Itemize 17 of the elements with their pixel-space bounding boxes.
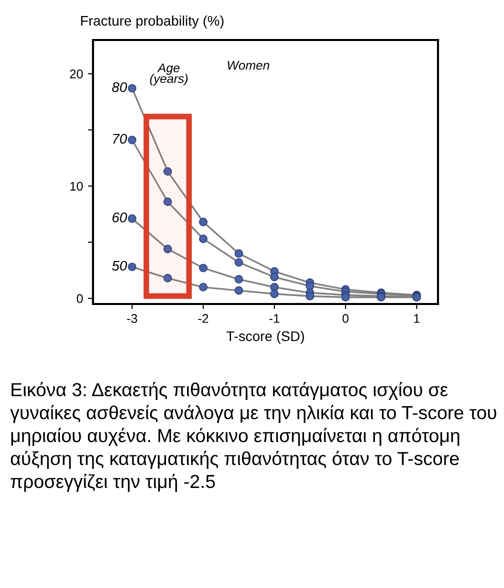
text: Εικόνα 3: Δεκαετής πιθανότητα κατάγματος ισχίου σε γυναίκες ασθενείς ανάλογα με την ηλικία και το T-score του μηριαίου αυχένα. Με κόκκινο επισημαίνεται η απότομη αύξηση της καταγματικής πιθανότητας όταν το T-score προσεγγίζει την τιμή -2.5 [10,382,496,492]
y-tick-label: 10 [70,182,83,191]
series-label: 60 [112,212,128,222]
series-label: 50 [112,260,128,271]
annotation: Women [228,61,270,70]
y-tick-label: 20 [70,70,83,78]
y-axis-title: Fracture probability (%) [81,16,224,28]
series-label: 80 [112,82,128,92]
y-tick-label: 0 [76,294,83,304]
x-tick-label: -2 [198,314,208,323]
annotation: Age (years) [150,64,188,86]
x-tick-label: 1 [414,314,420,323]
x-axis-title: T-score (SD) [226,330,304,344]
series-label: 70 [113,134,128,144]
x-tick-label: -1 [269,314,280,323]
x-tick-label: 0 [342,314,349,323]
x-tick-label: -3 [127,314,138,323]
